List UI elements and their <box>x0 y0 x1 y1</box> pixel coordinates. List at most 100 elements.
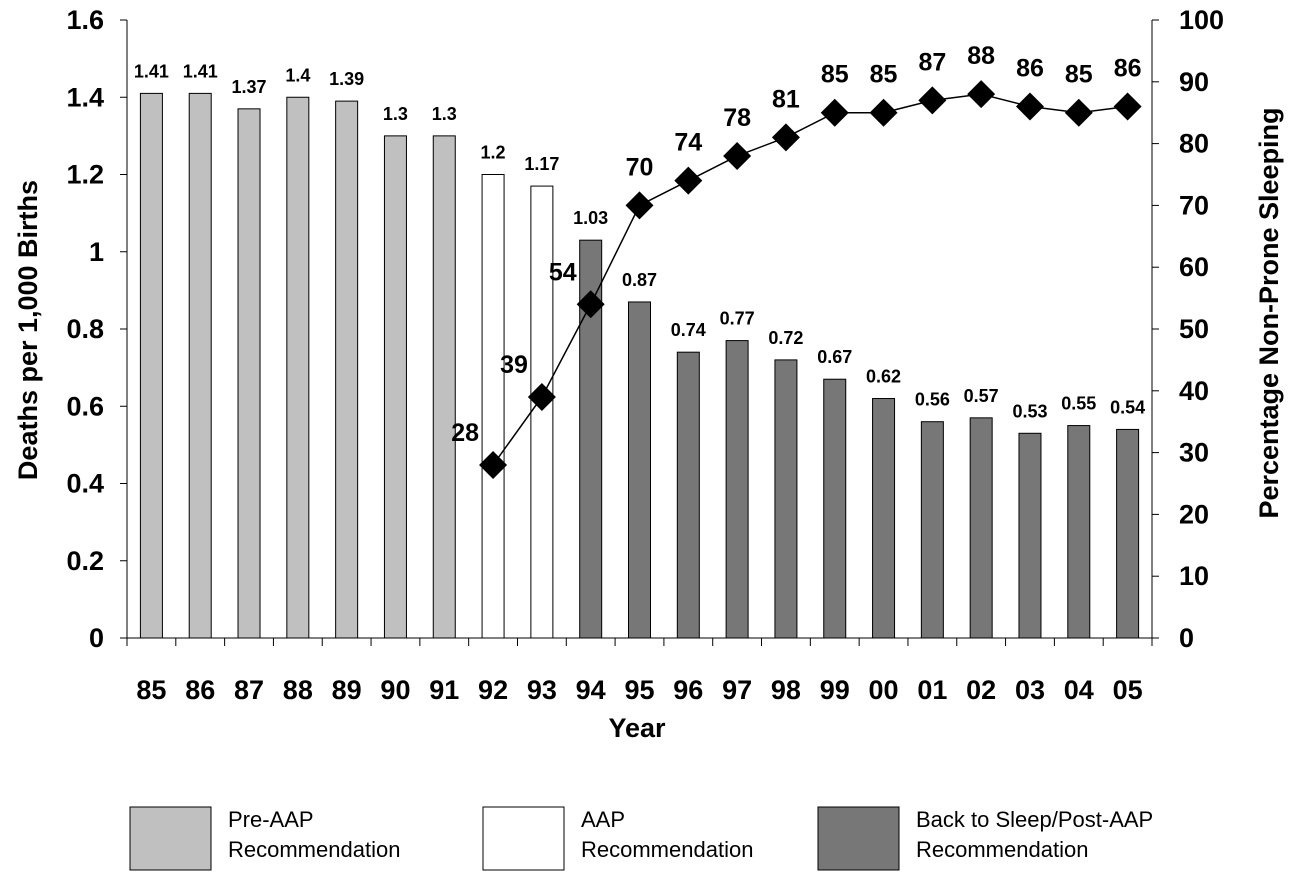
line-marker <box>723 141 752 170</box>
bar-value-label: 0.77 <box>720 309 755 329</box>
line-value-label: 85 <box>870 61 898 89</box>
y-tick-label-left: 1.6 <box>66 5 104 35</box>
x-tick-label: 85 <box>136 675 166 705</box>
x-tick-label: 90 <box>380 675 410 705</box>
legend-swatch <box>129 806 212 871</box>
bar-value-label: 0.57 <box>964 386 999 406</box>
x-tick-label: 93 <box>527 675 557 705</box>
line-value-label: 39 <box>500 351 528 379</box>
y-tick-label-right: 40 <box>1179 376 1209 406</box>
line-marker <box>576 290 605 319</box>
y-tick-label-right: 20 <box>1179 499 1209 529</box>
y-tick-label-right: 70 <box>1179 190 1209 220</box>
line-value-label: 54 <box>549 258 577 286</box>
bar-value-label: 1.3 <box>383 104 408 124</box>
x-tick-label: 04 <box>1064 675 1094 705</box>
bar-value-label: 1.39 <box>329 69 364 89</box>
x-tick-label: 97 <box>722 675 752 705</box>
legend-label: Recommendation <box>228 837 400 862</box>
bar <box>237 108 261 639</box>
bar <box>725 340 749 639</box>
legend: Pre-AAP Recommendation AAP Recommendation Ba… <box>129 806 1153 871</box>
legend-label: Back to Sleep/Post-AAP <box>916 807 1153 832</box>
y-tick-label-left: 0.2 <box>66 546 104 576</box>
legend-label: Recommendation <box>581 837 753 862</box>
bar-value-label: 1.37 <box>232 77 267 97</box>
bar-value-label: 0.55 <box>1061 394 1096 414</box>
bar <box>530 185 554 639</box>
line-marker <box>527 382 556 411</box>
x-tick-label: 94 <box>576 675 606 705</box>
x-tick-label: 88 <box>283 675 313 705</box>
bar <box>823 378 847 639</box>
bar <box>920 421 944 639</box>
bar <box>676 351 700 639</box>
line-marker <box>820 98 849 127</box>
y-axis-title-right: Percentage Non-Prone Sleeping <box>1254 107 1284 518</box>
bar <box>1116 428 1140 639</box>
bar-value-label: 1.2 <box>481 143 506 163</box>
bar <box>628 301 651 639</box>
bar-value-label: 0.74 <box>671 320 706 340</box>
x-tick-label: 87 <box>234 675 264 705</box>
line-marker <box>1064 98 1093 127</box>
line-value-label: 86 <box>1016 55 1044 83</box>
bar-value-label: 0.53 <box>1012 401 1047 421</box>
x-tick-label: 05 <box>1113 675 1143 705</box>
y-tick-label-right: 90 <box>1179 67 1209 97</box>
x-tick-label: 03 <box>1015 675 1045 705</box>
y-axis-title-left: Deaths per 1,000 Births <box>13 180 43 480</box>
line-value-label: 85 <box>821 61 849 89</box>
bar-value-label: 1.41 <box>183 61 218 81</box>
y-tick-label-left: 0.4 <box>66 469 104 499</box>
x-tick-label: 01 <box>917 675 947 705</box>
bar <box>432 135 456 639</box>
line-value-label: 78 <box>723 104 751 132</box>
bar-value-label: 1.4 <box>285 65 310 85</box>
bar-value-label: 0.56 <box>915 390 950 410</box>
bar <box>481 174 505 639</box>
line-marker <box>869 98 898 127</box>
bar <box>139 92 163 639</box>
x-tick-label: 02 <box>966 675 996 705</box>
line-value-label: 70 <box>626 153 654 181</box>
y-tick-label-right: 0 <box>1179 623 1194 653</box>
line-value-label: 85 <box>1065 61 1093 89</box>
line-value-label: 88 <box>967 42 995 70</box>
bar <box>1067 425 1091 639</box>
y-tick-label-right: 100 <box>1179 5 1224 35</box>
plot-area: 00.20.40.60.811.21.41.601020304050607080… <box>66 5 1224 705</box>
bar-value-label: 1.3 <box>432 104 457 124</box>
line-value-label: 86 <box>1114 55 1142 83</box>
line-marker <box>967 80 996 109</box>
line-marker <box>674 166 703 195</box>
legend-swatch <box>482 806 565 871</box>
x-tick-label: 86 <box>185 675 215 705</box>
bar <box>1018 432 1042 639</box>
line-marker <box>771 123 800 152</box>
y-tick-label-right: 80 <box>1179 129 1209 159</box>
y-tick-label-left: 0 <box>89 623 104 653</box>
line-marker <box>918 86 947 115</box>
bar <box>335 100 359 639</box>
bar <box>774 359 798 639</box>
legend-label: Pre-AAP <box>228 807 314 832</box>
x-tick-label: 99 <box>820 675 850 705</box>
line-marker <box>625 191 654 220</box>
bar <box>969 417 993 639</box>
y-tick-label-right: 60 <box>1179 252 1209 282</box>
y-tick-label-right: 50 <box>1179 314 1209 344</box>
bar-value-label: 0.87 <box>622 270 657 290</box>
y-tick-label-left: 1.2 <box>66 160 104 190</box>
bar-value-label: 1.41 <box>134 61 169 81</box>
line-value-label: 74 <box>674 129 702 157</box>
bar-value-label: 0.67 <box>817 347 852 367</box>
x-tick-label: 92 <box>478 675 508 705</box>
x-tick-label: 98 <box>771 675 801 705</box>
x-tick-label: 00 <box>869 675 899 705</box>
legend-swatch <box>817 806 900 871</box>
bar <box>188 92 212 639</box>
y-tick-label-left: 1.4 <box>66 82 104 112</box>
legend-label: Recommendation <box>916 837 1088 862</box>
